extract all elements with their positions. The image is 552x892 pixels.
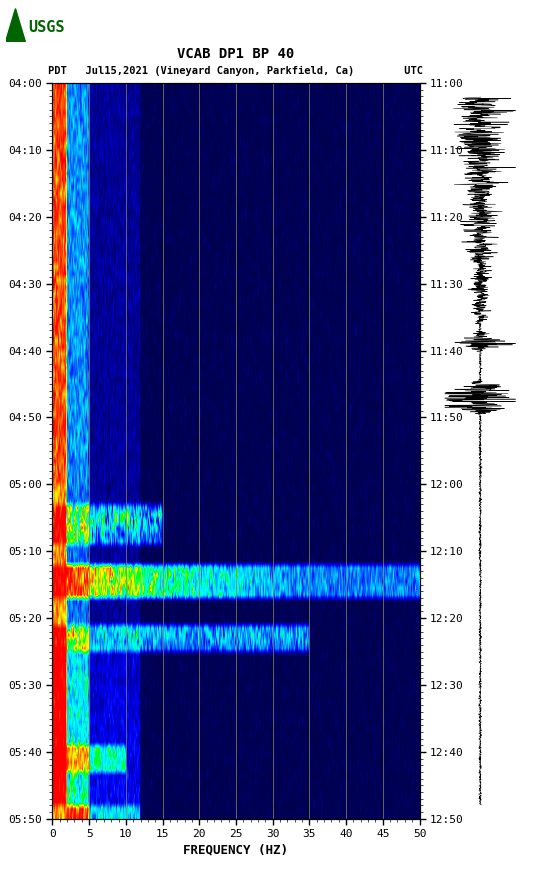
X-axis label: FREQUENCY (HZ): FREQUENCY (HZ) — [183, 844, 289, 856]
Polygon shape — [6, 9, 25, 42]
Text: PDT   Jul15,2021 (Vineyard Canyon, Parkfield, Ca)        UTC: PDT Jul15,2021 (Vineyard Canyon, Parkfie… — [49, 66, 423, 76]
Title: VCAB DP1 BP 40: VCAB DP1 BP 40 — [177, 47, 295, 61]
Text: USGS: USGS — [29, 21, 65, 35]
